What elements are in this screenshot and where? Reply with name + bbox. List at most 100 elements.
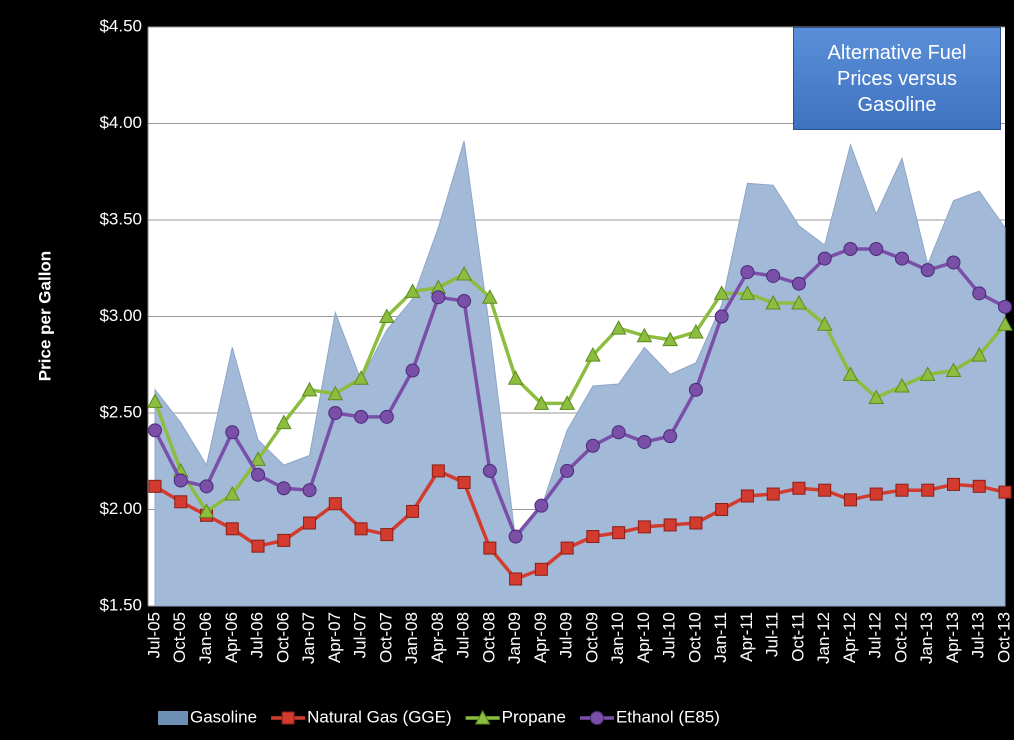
point (250, 451, 266, 466)
x-tick-label: Jul-07 (351, 612, 370, 658)
legend-label: Gasoline (190, 707, 257, 726)
point (869, 487, 883, 501)
x-tick-label: Jan-10 (608, 612, 627, 664)
x-tick-label: Oct-06 (273, 612, 292, 663)
x-tick-label: Apr-09 (531, 612, 550, 663)
point (946, 477, 960, 491)
point (509, 572, 523, 586)
point (431, 290, 446, 305)
y-tick-label: $2.00 (99, 499, 142, 518)
point (972, 479, 986, 493)
point (586, 530, 600, 544)
point (662, 331, 678, 347)
point (303, 516, 317, 530)
y-tick-label: $3.50 (99, 209, 142, 228)
point (971, 347, 988, 362)
legend-marker (281, 711, 295, 725)
point (199, 479, 214, 494)
point (663, 518, 677, 532)
point (998, 485, 1012, 499)
point (224, 486, 241, 501)
point (302, 483, 317, 498)
point (765, 294, 782, 310)
x-tick-label: Oct-09 (582, 612, 601, 663)
x-tick-label: Apr-10 (634, 612, 653, 663)
x-tick-label: Jan-09 (505, 612, 524, 664)
legend-label: Natural Gas (GGE) (307, 707, 452, 726)
point (610, 320, 627, 335)
x-tick-label: Jan-11 (711, 612, 730, 663)
legend-marker (474, 709, 491, 725)
point (868, 389, 885, 405)
x-tick-label: Jul-12 (866, 612, 885, 658)
point (534, 498, 549, 513)
point (818, 483, 832, 497)
point (894, 251, 909, 266)
point (895, 483, 909, 497)
point (457, 294, 472, 309)
chart-title: Alternative Fuel Prices versus Gasoline (793, 27, 1001, 130)
point (276, 481, 291, 496)
point (404, 283, 421, 298)
point (198, 503, 215, 518)
x-tick-label: Jan-06 (196, 612, 215, 664)
point (637, 520, 651, 534)
point (688, 382, 703, 397)
x-tick-label: Jul-11 (763, 612, 782, 657)
x-tick-label: Oct-13 (994, 612, 1013, 663)
point (507, 370, 524, 385)
x-tick-label: Oct-05 (170, 612, 189, 663)
point (637, 434, 652, 449)
point (405, 363, 420, 378)
point (766, 487, 780, 501)
point (894, 377, 910, 393)
x-tick-label: Apr-06 (222, 612, 241, 663)
point (740, 265, 755, 280)
point (301, 381, 318, 397)
point (714, 309, 729, 324)
point (327, 385, 344, 401)
series-line (154, 468, 1006, 582)
point (998, 299, 1012, 314)
point (380, 528, 394, 542)
x-tick-label: Jul-09 (557, 612, 576, 658)
point (611, 425, 626, 440)
legend-label: Propane (502, 707, 566, 726)
x-tick-label: Jul-10 (660, 612, 679, 658)
point (275, 414, 292, 430)
x-tick-label: Oct-11 (788, 612, 807, 662)
point (739, 285, 756, 300)
y-tick-label: $1.50 (99, 595, 142, 614)
x-tick-label: Oct-07 (376, 612, 395, 663)
point (715, 503, 729, 516)
point (612, 526, 626, 540)
legend-swatch (158, 711, 188, 725)
point (791, 294, 807, 310)
x-tick-label: Apr-12 (840, 612, 859, 663)
point (328, 497, 342, 511)
x-tick-label: Oct-10 (685, 612, 704, 663)
point (919, 366, 936, 381)
y-tick-label: $2.50 (99, 402, 142, 421)
point (431, 464, 445, 478)
point (560, 463, 575, 478)
point (766, 268, 781, 283)
point (483, 541, 497, 555)
point (816, 316, 833, 331)
point (378, 308, 395, 323)
point (869, 241, 884, 256)
y-axis-label: Price per Gallon (35, 251, 54, 381)
point (173, 473, 188, 488)
point (585, 347, 601, 362)
point (379, 409, 394, 424)
point (921, 483, 935, 497)
x-tick-label: Jan-08 (402, 612, 421, 664)
point (534, 562, 548, 576)
point (945, 362, 962, 378)
point (406, 504, 420, 518)
point (817, 251, 832, 266)
point (482, 463, 497, 478)
y-tick-label: $4.00 (99, 113, 142, 132)
point (354, 522, 368, 536)
